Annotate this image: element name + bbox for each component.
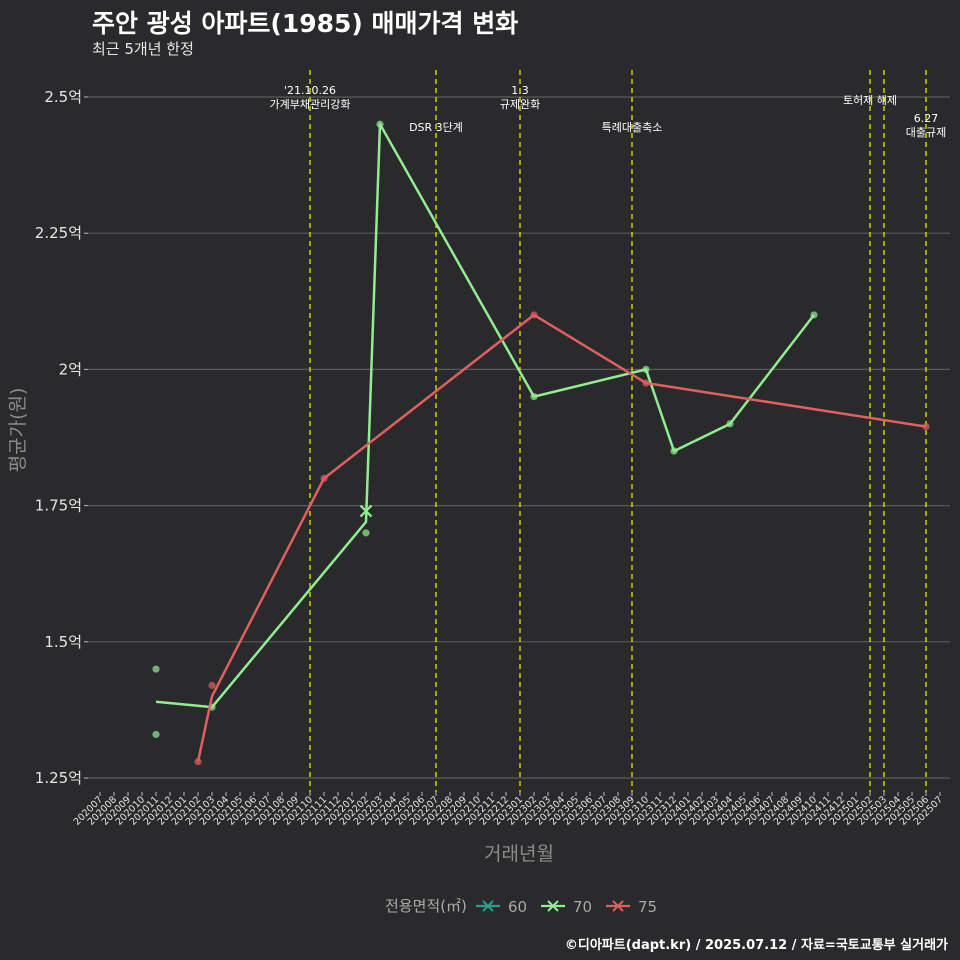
event-label: DSR 3단계 <box>409 121 463 134</box>
y-tick-label: 1.75억 <box>35 497 82 515</box>
legend-label-60: 60 <box>508 898 527 916</box>
event-label: 토허제 해제 <box>843 93 897 107</box>
event-label: 규제완화 <box>500 98 540 111</box>
legend-key-icon-70 <box>547 900 559 912</box>
legend-title: 전용면적(㎡) <box>385 897 467 915</box>
y-axis-title: 평균가(원) <box>7 388 29 473</box>
event-label: '21.10.26 <box>284 84 336 97</box>
chart-subtitle: 최근 5개년 한정 <box>92 40 194 58</box>
legend-label-75: 75 <box>638 898 657 916</box>
data-point-75-4 <box>642 379 650 387</box>
data-point-70-6 <box>642 365 650 373</box>
data-point-70-5 <box>530 393 538 401</box>
y-tick-label: 2.25억 <box>35 224 82 242</box>
data-point-70-0 <box>152 665 160 673</box>
y-tick-label: 2억 <box>59 360 82 378</box>
event-label: 6.27 <box>914 112 939 125</box>
event-label: 가계부채관리강화 <box>270 98 351 111</box>
event-label: 1.3 <box>511 84 529 97</box>
series-line-75 <box>196 313 927 762</box>
data-point-75-3 <box>530 311 538 319</box>
data-point-70-9 <box>810 311 818 319</box>
legend-label-70: 70 <box>573 898 592 916</box>
series-line-70 <box>155 122 815 709</box>
chart-title: 주안 광성 아파트(1985) 매매가격 변화 <box>92 9 519 38</box>
data-point-75-0 <box>194 758 202 766</box>
cross-marker-70 <box>359 504 373 518</box>
data-point-70-8 <box>726 420 734 428</box>
data-point-70-3 <box>362 529 370 537</box>
event-label: 특례대출축소 <box>602 121 663 134</box>
y-tick-label: 2.5억 <box>44 88 82 106</box>
legend-key-icon-75 <box>612 900 624 912</box>
data-point-75-1 <box>208 681 216 689</box>
data-point-75-5 <box>922 423 930 431</box>
event-label: 대출규제 <box>906 126 946 139</box>
data-point-70-1 <box>152 730 160 739</box>
x-axis-title: 거래년월 <box>484 843 554 865</box>
legend-key-icon-60 <box>482 900 494 912</box>
data-point-70-4 <box>376 120 384 128</box>
source-caption: ©디아파트(dapt.kr) / 2025.07.12 / 자료=국토교통부 실… <box>564 938 948 953</box>
data-point-75-2 <box>320 474 328 482</box>
y-tick-label: 1.25억 <box>35 769 82 787</box>
y-tick-label: 1.5억 <box>44 633 82 651</box>
data-point-70-7 <box>670 447 678 455</box>
